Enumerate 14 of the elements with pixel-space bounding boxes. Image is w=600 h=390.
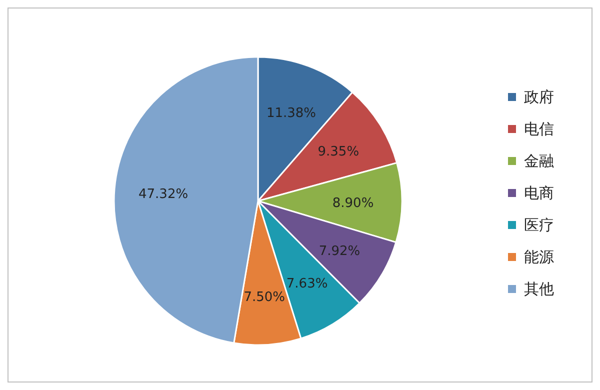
legend-label: 能源 bbox=[524, 248, 554, 266]
legend-label: 金融 bbox=[524, 152, 554, 170]
data-label: 11.38% bbox=[266, 106, 316, 121]
legend-label: 其他 bbox=[524, 280, 554, 298]
data-label: 47.32% bbox=[138, 187, 188, 202]
legend-label: 医疗 bbox=[524, 216, 554, 234]
legend-label: 电信 bbox=[524, 120, 554, 138]
data-label: 9.35% bbox=[318, 144, 360, 160]
legend-label: 电商 bbox=[524, 184, 554, 202]
legend-label: 政府 bbox=[524, 88, 554, 106]
data-label: 7.92% bbox=[318, 244, 360, 259]
data-label: 7.63% bbox=[286, 276, 328, 292]
data-label: 8.90% bbox=[332, 196, 374, 212]
data-label: 7.50% bbox=[244, 290, 286, 305]
